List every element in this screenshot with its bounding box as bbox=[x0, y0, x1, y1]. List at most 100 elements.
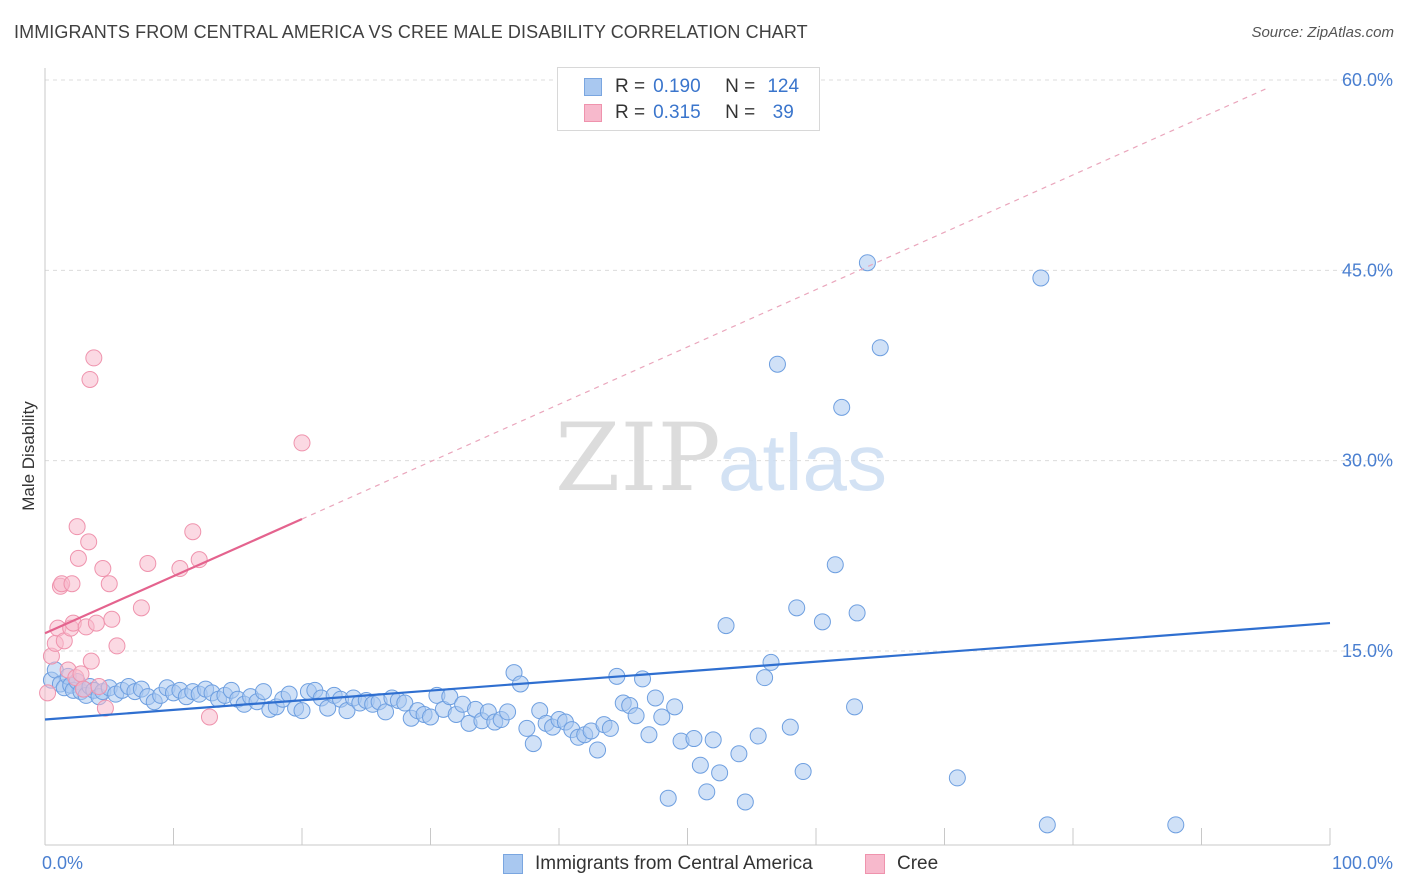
point-immigrants bbox=[640, 726, 658, 744]
y-tick-label: 45.0% bbox=[1342, 260, 1393, 280]
legend-swatch-cree bbox=[584, 104, 602, 122]
point-immigrants bbox=[711, 764, 729, 782]
legend-swatch-immigrants bbox=[584, 78, 602, 96]
point-cree bbox=[200, 708, 218, 726]
point-immigrants bbox=[781, 718, 799, 736]
point-cree bbox=[94, 560, 112, 578]
point-immigrants bbox=[762, 653, 780, 671]
point-immigrants bbox=[293, 702, 311, 720]
point-immigrants bbox=[698, 783, 716, 801]
point-immigrants bbox=[948, 769, 966, 787]
source-label: Source: ZipAtlas.com bbox=[1251, 24, 1394, 41]
point-immigrants bbox=[736, 793, 754, 811]
point-cree bbox=[100, 575, 118, 593]
x-tick-label: 100.0% bbox=[1332, 853, 1393, 873]
point-cree bbox=[184, 523, 202, 541]
point-immigrants bbox=[653, 708, 671, 726]
point-immigrants bbox=[871, 339, 889, 357]
point-cree bbox=[139, 554, 157, 572]
point-immigrants bbox=[646, 689, 664, 707]
legend-n-label: N = bbox=[725, 76, 756, 97]
point-immigrants bbox=[826, 556, 844, 574]
point-immigrants bbox=[666, 698, 684, 716]
point-cree bbox=[69, 549, 87, 567]
watermark-zip: ZIP bbox=[555, 404, 721, 513]
point-immigrants bbox=[749, 727, 767, 745]
bottom-legend-cree: Cree bbox=[865, 852, 938, 876]
watermark-atlas: atlas bbox=[718, 418, 887, 507]
point-immigrants bbox=[848, 604, 866, 622]
bottom-legend-label-cree: Cree bbox=[897, 853, 939, 874]
point-immigrants bbox=[254, 683, 272, 701]
trend-line-cree bbox=[44, 518, 303, 635]
point-cree bbox=[90, 678, 108, 696]
point-cree bbox=[63, 575, 81, 593]
trend-line-immigrants bbox=[44, 621, 1331, 721]
legend-n-label: N = bbox=[725, 102, 756, 123]
point-cree bbox=[293, 434, 311, 452]
axes bbox=[44, 68, 1331, 846]
point-immigrants bbox=[1167, 816, 1185, 834]
point-cree bbox=[39, 684, 57, 702]
point-immigrants bbox=[846, 698, 864, 716]
point-immigrants bbox=[518, 719, 536, 737]
x-tick-label: 0.0% bbox=[42, 853, 83, 873]
point-cree bbox=[80, 533, 98, 551]
point-cree bbox=[85, 349, 103, 367]
point-immigrants bbox=[499, 703, 517, 721]
point-immigrants bbox=[730, 745, 748, 763]
point-cree bbox=[75, 680, 93, 698]
series-immigrants-points bbox=[42, 254, 1185, 834]
point-cree bbox=[108, 637, 126, 655]
y-tick-label: 15.0% bbox=[1342, 641, 1393, 661]
bottom-legend-swatch-cree bbox=[865, 854, 885, 874]
legend-r-value: 0.190 bbox=[653, 76, 701, 97]
legend-r-label: R = bbox=[615, 76, 646, 97]
point-immigrants bbox=[794, 763, 812, 781]
y-axis-title: Male Disability bbox=[19, 401, 38, 511]
point-immigrants bbox=[756, 669, 774, 687]
axis-labels: 15.0% 30.0% 45.0% 60.0% 0.0% 100.0% bbox=[42, 70, 1393, 873]
point-immigrants bbox=[601, 719, 619, 737]
point-immigrants bbox=[524, 735, 542, 753]
point-immigrants bbox=[1038, 816, 1056, 834]
legend-n-value: 124 bbox=[767, 76, 800, 97]
bottom-legend-label-immigrants: Immigrants from Central America bbox=[535, 853, 813, 874]
point-immigrants bbox=[691, 756, 709, 774]
point-immigrants bbox=[659, 789, 677, 807]
y-tick-label: 30.0% bbox=[1342, 451, 1393, 471]
bottom-legend-immigrants: Immigrants from Central America bbox=[503, 852, 813, 876]
point-immigrants bbox=[589, 741, 607, 759]
legend-row-immigrants: R = 0.190 N = 124 bbox=[584, 75, 803, 99]
point-immigrants bbox=[685, 730, 703, 748]
legend-r-label: R = bbox=[615, 102, 646, 123]
grid-lines bbox=[45, 79, 1392, 652]
point-immigrants bbox=[1032, 269, 1050, 287]
point-cree bbox=[103, 610, 121, 628]
chart-title: IMMIGRANTS FROM CENTRAL AMERICA VS CREE … bbox=[14, 22, 808, 42]
point-cree bbox=[132, 599, 150, 617]
point-immigrants bbox=[422, 708, 439, 726]
point-immigrants bbox=[717, 617, 735, 635]
point-cree bbox=[81, 370, 99, 388]
point-immigrants bbox=[813, 613, 831, 631]
point-immigrants bbox=[627, 707, 645, 725]
correlation-legend: R = 0.190 N = 124 R = 0.315 N = 39 bbox=[557, 67, 820, 131]
watermark: ZIP atlas bbox=[555, 404, 887, 513]
point-immigrants bbox=[788, 599, 806, 617]
y-tick-label: 60.0% bbox=[1342, 70, 1393, 90]
point-immigrants bbox=[768, 355, 786, 373]
point-cree bbox=[87, 614, 105, 632]
point-immigrants bbox=[396, 694, 414, 712]
trend-lines bbox=[44, 88, 1331, 721]
point-immigrants bbox=[704, 731, 722, 749]
legend-r-value: 0.315 bbox=[653, 102, 701, 123]
point-cree bbox=[68, 518, 86, 536]
legend-n-value: 39 bbox=[772, 102, 794, 123]
point-immigrants bbox=[377, 703, 395, 721]
bottom-legend-swatch-immigrants bbox=[503, 854, 523, 874]
point-immigrants bbox=[833, 398, 851, 416]
point-cree bbox=[96, 699, 114, 717]
point-cree bbox=[82, 652, 100, 670]
